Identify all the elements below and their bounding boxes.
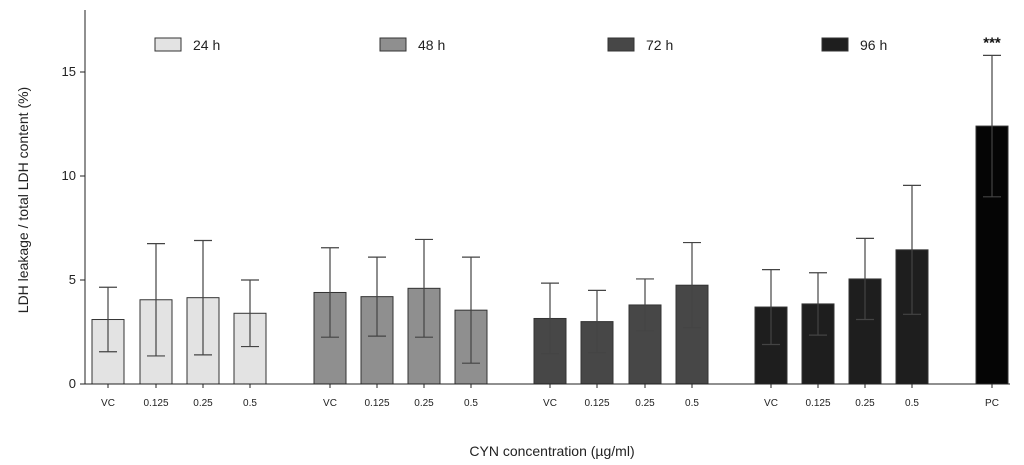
x-tick-label-48h-vc: VC xyxy=(323,398,337,409)
x-tick-label-96h-0p125: 0.125 xyxy=(805,398,830,409)
x-tick-label-48h-0p5: 0.5 xyxy=(464,398,478,409)
y-tick-label-15: 15 xyxy=(62,64,76,79)
x-tick-label-48h-0p25: 0.25 xyxy=(414,398,434,409)
significance-annotation: *** xyxy=(983,34,1001,51)
legend-swatch-72h xyxy=(607,37,635,52)
legend-label-24h: 24 h xyxy=(193,37,220,53)
legend-swatch-96h xyxy=(821,37,849,52)
x-tick-label-96h-0p5: 0.5 xyxy=(905,398,919,409)
bars-layer: *** xyxy=(91,34,1009,385)
x-axis-title: CYN concentration (µg/ml) xyxy=(469,443,634,459)
legend-label-72h: 72 h xyxy=(646,37,673,53)
x-tick-label-24h-0p25: 0.25 xyxy=(193,398,213,409)
y-tick-label-5: 5 xyxy=(69,272,76,287)
legend-swatch-24h xyxy=(154,37,182,52)
x-tick-label-72h-0p125: 0.125 xyxy=(584,398,609,409)
x-tick-label-72h-vc: VC xyxy=(543,398,557,409)
legend: 24 h 48 h 72 h 96 h xyxy=(154,37,887,53)
x-tick-label-96h-vc: VC xyxy=(764,398,778,409)
x-tick-label-24h-0p125: 0.125 xyxy=(143,398,168,409)
y-ticks: 0 5 10 15 xyxy=(62,64,85,391)
x-tick-label-pc-pc: PC xyxy=(985,398,999,409)
x-tick-label-24h-vc: VC xyxy=(101,398,115,409)
x-tick-label-72h-0p25: 0.25 xyxy=(635,398,655,409)
x-ticks: VC 0.125 0.25 0.5 VC 0.125 0.25 0.5 VC 0.125 0.25 0… xyxy=(101,384,999,409)
bar-96h-0p5 xyxy=(895,249,929,385)
legend-swatch-48h xyxy=(379,37,407,52)
legend-label-96h: 96 h xyxy=(860,37,887,53)
x-tick-label-48h-0p125: 0.125 xyxy=(364,398,389,409)
y-tick-label-10: 10 xyxy=(62,168,76,183)
x-tick-label-96h-0p25: 0.25 xyxy=(855,398,875,409)
y-tick-label-0: 0 xyxy=(69,376,76,391)
x-tick-label-72h-0p5: 0.5 xyxy=(685,398,699,409)
legend-label-48h: 48 h xyxy=(418,37,445,53)
x-tick-label-24h-0p5: 0.5 xyxy=(243,398,257,409)
y-axis-title: LDH leakage / total LDH content (%) xyxy=(15,87,31,313)
